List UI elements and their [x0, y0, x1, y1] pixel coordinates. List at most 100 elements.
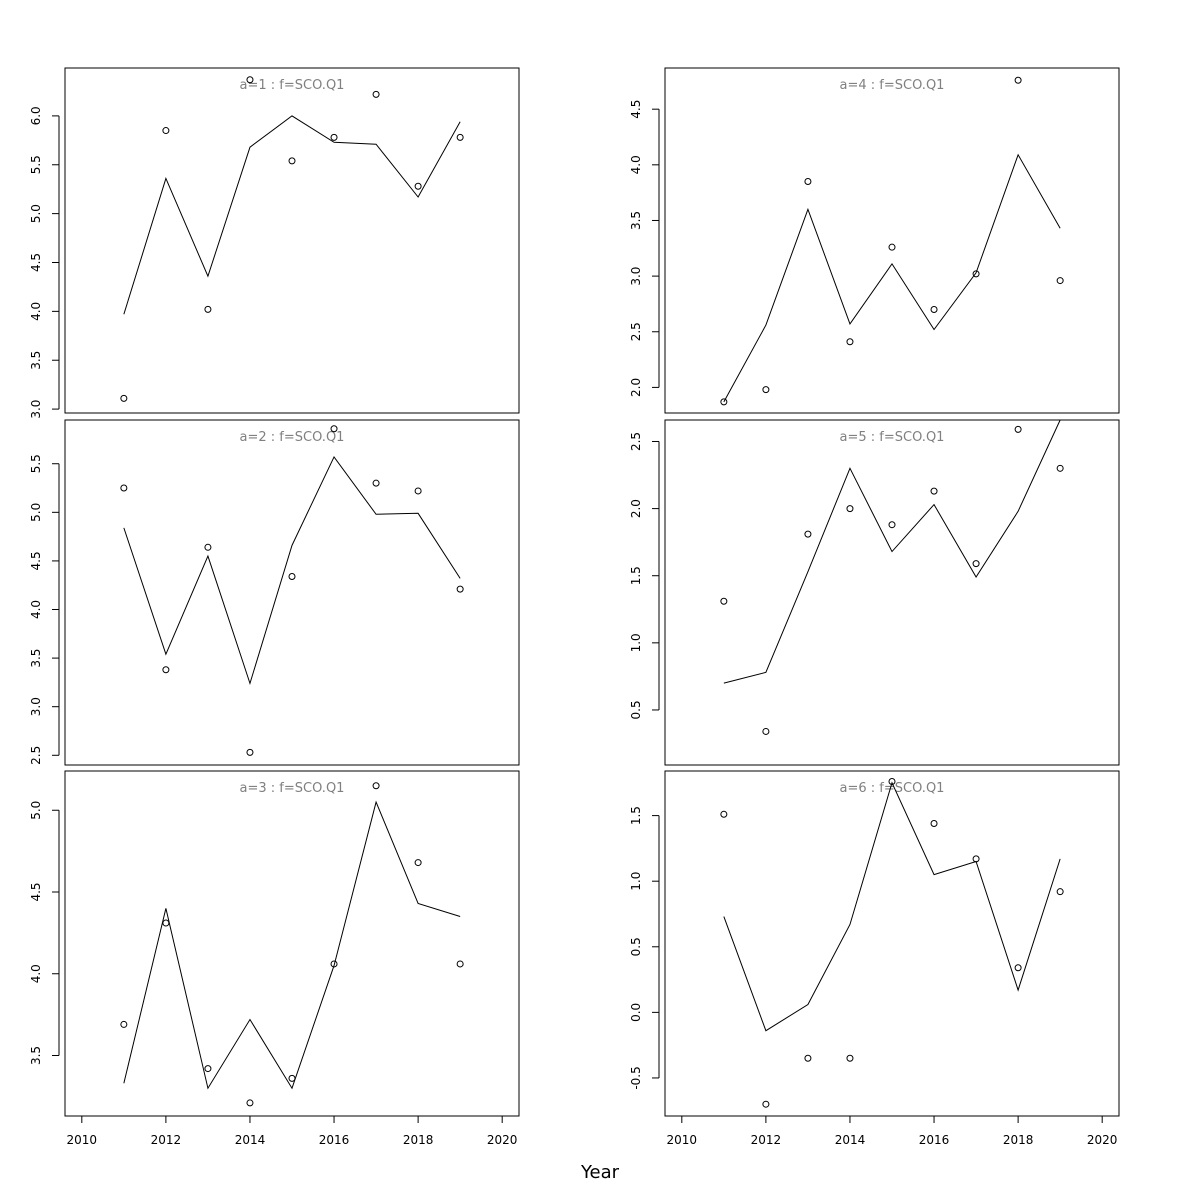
panel-1: a=1 : f=SCO.Q1 3.0 3.5 4.0 4.5 5.0 5.5 6.0	[29, 67, 520, 419]
y-tick-label: -0.5	[629, 1066, 643, 1089]
y-axis: 3.0 3.5 4.0 4.5 5.0 5.5 6.0	[29, 106, 60, 419]
panel-title: a=3 : f=SCO.Q1	[240, 781, 345, 796]
panel-title: a=6 : f=SCO.Q1	[840, 781, 945, 796]
panel-4: a=4 : f=SCO.Q1 2.0 2.5 3.0 3.5 4.0 4.5	[629, 67, 1120, 414]
x-tick-label: 2014	[835, 1133, 866, 1147]
observed-point	[930, 819, 938, 827]
observed-point	[372, 782, 380, 790]
y-tick-label: 4.5	[629, 100, 643, 119]
y-tick-label: 5.0	[29, 801, 43, 820]
observed-point	[246, 76, 254, 84]
fitted-series-line	[723, 781, 1061, 1032]
y-tick-label: 0.0	[629, 1003, 643, 1022]
observed-point	[804, 530, 812, 538]
x-tick-label: 2012	[151, 1133, 182, 1147]
x-tick-label: 2014	[235, 1133, 266, 1147]
y-axis: 3.5 4.0 4.5 5.0	[29, 801, 60, 1065]
observed-point	[456, 133, 464, 141]
y-tick-label: 3.5	[29, 1046, 43, 1065]
y-tick-label: 5.5	[29, 155, 43, 174]
observed-point	[720, 398, 728, 406]
observed-point	[930, 487, 938, 495]
observed-point	[930, 306, 938, 313]
fitted-series-line	[723, 153, 1061, 403]
y-axis: 0.5 1.0 1.5 2.0 2.5	[629, 432, 660, 720]
fitted-series-line	[123, 115, 461, 315]
y-tick-label: 3.5	[29, 649, 43, 668]
panel-title: a=5 : f=SCO.Q1	[840, 430, 945, 445]
observed-point	[1014, 76, 1022, 84]
y-tick-label: 2.0	[629, 378, 643, 397]
x-tick-label: 2012	[751, 1133, 782, 1147]
y-tick-label: 3.0	[29, 697, 43, 716]
observed-point	[330, 425, 338, 433]
panel-2: a=2 : f=SCO.Q1 2.5 3.0 3.5 4.0 4.5 5.0 5.5	[29, 419, 520, 766]
observed-point	[804, 178, 812, 186]
panel-frame	[664, 67, 1120, 414]
fitted-series-line	[123, 800, 461, 1090]
observed-point	[204, 1065, 212, 1073]
observed-point	[762, 386, 770, 394]
observed-point	[1056, 888, 1064, 896]
observed-point	[246, 1099, 254, 1107]
y-tick-label: 4.0	[29, 964, 43, 983]
panel-frame	[64, 770, 520, 1117]
observed-point	[162, 666, 170, 674]
y-tick-label: 4.0	[629, 155, 643, 174]
observed-point	[762, 727, 770, 735]
observed-point	[120, 484, 128, 492]
y-axis: -0.5 0.0 0.5 1.0 1.5	[629, 806, 660, 1090]
fitted-series-line	[123, 455, 461, 686]
y-tick-label: 2.5	[29, 746, 43, 765]
y-tick-label: 1.0	[629, 872, 643, 891]
observed-point	[288, 1074, 296, 1082]
observed-point	[846, 1054, 854, 1062]
panel-frame	[64, 419, 520, 766]
observed-point	[120, 394, 128, 402]
observed-point	[372, 479, 380, 487]
y-tick-label: 2.5	[629, 322, 643, 341]
y-tick-label: 3.5	[629, 211, 643, 230]
y-tick-label: 2.5	[629, 432, 643, 451]
panel-5: a=5 : f=SCO.Q1 0.5 1.0 1.5 2.0 2.5	[629, 419, 1120, 766]
y-tick-label: 0.5	[629, 700, 643, 719]
observed-point	[1056, 277, 1064, 285]
observed-point	[288, 157, 296, 165]
observed-point	[456, 960, 464, 968]
x-axis-label: Year	[580, 1162, 620, 1183]
observed-point	[972, 560, 980, 568]
observed-point	[846, 338, 854, 346]
observed-point	[414, 859, 422, 867]
x-tick-label: 2018	[1003, 1133, 1034, 1147]
observed-point	[888, 243, 896, 251]
x-tick-label: 2016	[919, 1133, 950, 1147]
y-tick-label: 2.0	[629, 499, 643, 518]
observed-point	[330, 960, 338, 968]
x-tick-label: 2020	[1087, 1133, 1118, 1147]
observed-point	[288, 572, 296, 580]
y-tick-label: 6.0	[29, 106, 43, 125]
y-tick-label: 1.0	[629, 633, 643, 652]
observed-point	[204, 305, 212, 313]
observed-point	[246, 748, 254, 756]
panel-title: a=1 : f=SCO.Q1	[240, 78, 345, 93]
y-tick-label: 4.5	[29, 882, 43, 901]
y-tick-label: 4.0	[29, 302, 43, 321]
y-tick-label: 5.5	[29, 454, 43, 473]
y-tick-label: 1.5	[629, 806, 643, 825]
observed-point	[162, 919, 170, 927]
y-tick-label: 4.5	[29, 551, 43, 570]
observed-point	[204, 543, 212, 551]
observed-point	[888, 777, 896, 785]
y-tick-label: 5.0	[29, 204, 43, 223]
observed-point	[762, 1100, 770, 1108]
panel-frame	[664, 419, 1120, 766]
observed-point	[414, 487, 422, 495]
x-tick-label: 2018	[403, 1133, 434, 1147]
y-tick-label: 3.0	[29, 400, 43, 419]
y-tick-label: 4.5	[29, 253, 43, 272]
observed-point	[414, 182, 422, 190]
observed-point	[888, 521, 896, 529]
